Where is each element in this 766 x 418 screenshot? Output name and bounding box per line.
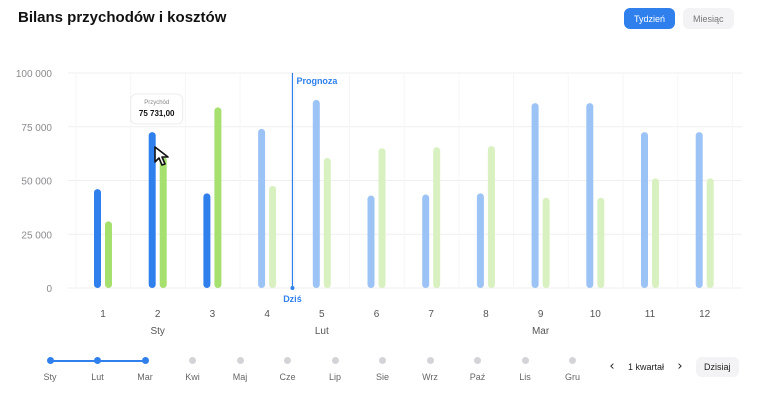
cost-bar [214, 107, 222, 289]
cost-bar [105, 221, 112, 288]
timeline-month-label: Kwi [185, 372, 200, 382]
timeline-month-label: Paź [469, 372, 486, 382]
income-bar [531, 103, 539, 288]
x-tick-label: 11 [645, 309, 656, 320]
forecast-label: Prognoza [296, 76, 338, 86]
y-tick-label: 100 000 [16, 69, 53, 80]
timeline-dot[interactable] [189, 357, 196, 364]
timeline-month-9[interactable]: Wrz [410, 352, 450, 382]
timeline-month-11[interactable]: Lis [505, 352, 545, 382]
mouse-pointer-icon [154, 146, 169, 166]
month-axis-label: Sty [150, 326, 164, 337]
income-bar [422, 194, 430, 288]
timeline-dot[interactable] [236, 357, 244, 364]
today-label: Dziś [283, 294, 302, 304]
today-marker [290, 286, 295, 290]
x-tick-label: 5 [319, 309, 325, 320]
x-tick-label: 3 [210, 309, 216, 320]
x-tick-label: 4 [264, 309, 270, 320]
timeline-dot[interactable] [474, 357, 481, 364]
x-tick-label: 6 [374, 309, 380, 320]
period-label: 1 kwartał [628, 362, 665, 372]
tooltip-value: 75 731,00 [139, 109, 175, 118]
timeline-dot[interactable] [284, 357, 291, 364]
income-bar [258, 128, 266, 288]
month-axis-label: Lut [315, 326, 329, 337]
month-toggle-button[interactable]: Miesiąc [683, 8, 734, 29]
y-tick-label: 0 [46, 284, 52, 295]
chevron-left-icon[interactable]: ‹ [604, 359, 620, 375]
x-tick-label: 9 [538, 309, 544, 320]
income-bar [203, 193, 211, 288]
y-tick-label: 75 000 [21, 123, 52, 134]
timeline-dot[interactable] [46, 357, 54, 364]
cost-bar [378, 148, 386, 288]
x-tick-label: 10 [590, 309, 602, 320]
cost-bar [652, 178, 659, 288]
x-tick-label: 7 [428, 309, 434, 320]
page-title: Bilans przychodów i kosztów [18, 9, 227, 26]
cost-bar [706, 178, 714, 288]
chevron-right-icon[interactable]: › [672, 359, 688, 375]
timeline-month-4[interactable]: Kwi [173, 352, 213, 382]
cost-bar [597, 197, 605, 288]
income-bar [586, 103, 594, 288]
view-toggle: Tydzień Miesiąc [624, 8, 734, 29]
timeline-month-8[interactable]: Sie [363, 352, 403, 382]
month-timeline: Sty Lut Mar Kwi Maj Cze Lip Sie Wrz Paź Lis Gru [30, 352, 590, 392]
timeline-month-label: Gru [564, 372, 580, 382]
timeline-dot[interactable] [94, 357, 101, 364]
period-navigation: ‹ 1 kwartał › Dzisiaj [604, 357, 739, 377]
cost-bar [433, 147, 441, 288]
x-tick-label: 12 [699, 309, 711, 320]
timeline-month-10[interactable]: Paź [458, 352, 498, 382]
y-tick-label: 50 000 [21, 177, 52, 188]
cost-bar [323, 157, 331, 288]
timeline-dot[interactable] [379, 357, 386, 364]
timeline-dot[interactable] [521, 357, 529, 364]
cost-bar [269, 185, 277, 288]
timeline-dot[interactable] [141, 357, 149, 364]
timeline-dot[interactable] [426, 357, 434, 364]
timeline-month-3[interactable]: Mar [125, 352, 165, 382]
timeline-month-label: Lis [519, 372, 531, 382]
income-bar [148, 132, 156, 288]
cost-bar [159, 156, 167, 288]
timeline-dot[interactable] [331, 357, 339, 364]
x-tick-label: 1 [100, 309, 106, 320]
cost-bar [487, 146, 495, 288]
timeline-month-2[interactable]: Lut [78, 352, 118, 382]
tooltip-title: Przychód [144, 100, 169, 106]
tooltip-box [130, 93, 184, 125]
timeline-month-label: Sty [43, 372, 57, 382]
income-bar [476, 193, 484, 288]
timeline-month-label: Maj [232, 372, 248, 382]
cost-bar [542, 197, 550, 288]
income-bar [367, 195, 375, 288]
income-bar [312, 99, 320, 288]
income-bar [94, 189, 101, 288]
timeline-month-12[interactable]: Gru [553, 352, 593, 382]
timeline-month-label: Lut [91, 372, 104, 382]
timeline-month-5[interactable]: Maj [220, 352, 260, 382]
timeline-month-label: Wrz [422, 372, 438, 382]
timeline-dot[interactable] [569, 357, 576, 364]
x-tick-label: 2 [155, 309, 161, 320]
timeline-month-6[interactable]: Cze [268, 352, 308, 382]
y-tick-label: 25 000 [21, 230, 52, 241]
week-toggle-button[interactable]: Tydzień [624, 8, 676, 29]
x-tick-label: 8 [483, 309, 489, 320]
timeline-month-label: Mar [137, 372, 153, 382]
income-bar [695, 132, 703, 288]
timeline-month-label: Lip [328, 372, 341, 382]
income-bar [641, 132, 648, 288]
timeline-month-1[interactable]: Sty [30, 352, 70, 382]
timeline-month-label: Sie [375, 372, 389, 382]
timeline-month-7[interactable]: Lip [315, 352, 355, 382]
month-axis-label: Mar [532, 326, 550, 337]
today-button[interactable]: Dzisiaj [696, 357, 739, 377]
timeline-month-label: Cze [279, 372, 296, 382]
